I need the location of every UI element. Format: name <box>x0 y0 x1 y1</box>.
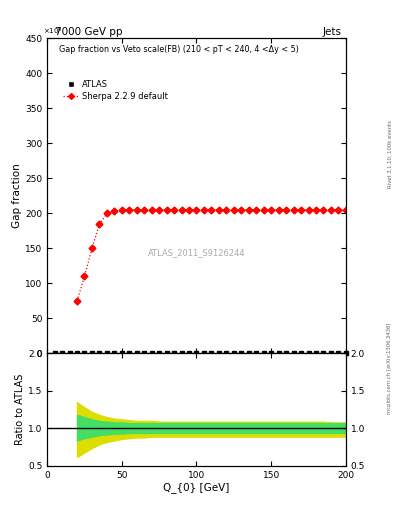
Text: ATLAS_2011_S9126244: ATLAS_2011_S9126244 <box>148 248 245 257</box>
X-axis label: Q_{0} [GeV]: Q_{0} [GeV] <box>163 482 230 494</box>
Text: 7000 GeV pp: 7000 GeV pp <box>55 27 123 37</box>
Y-axis label: Gap fraction: Gap fraction <box>12 163 22 228</box>
Y-axis label: Ratio to ATLAS: Ratio to ATLAS <box>15 374 25 445</box>
Text: Jets: Jets <box>323 27 342 37</box>
Legend: ATLAS, Sherpa 2.2.9 default: ATLAS, Sherpa 2.2.9 default <box>63 80 167 101</box>
Text: Rivet 3.1.10, 100k events: Rivet 3.1.10, 100k events <box>387 120 392 187</box>
Text: $\times$10$^{0}$: $\times$10$^{0}$ <box>43 26 63 37</box>
Text: mcplots.cern.ch [arXiv:1306.3436]: mcplots.cern.ch [arXiv:1306.3436] <box>387 323 392 414</box>
Text: Gap fraction vs Veto scale(FB) (210 < pT < 240, 4 <Δy < 5): Gap fraction vs Veto scale(FB) (210 < pT… <box>59 45 299 54</box>
